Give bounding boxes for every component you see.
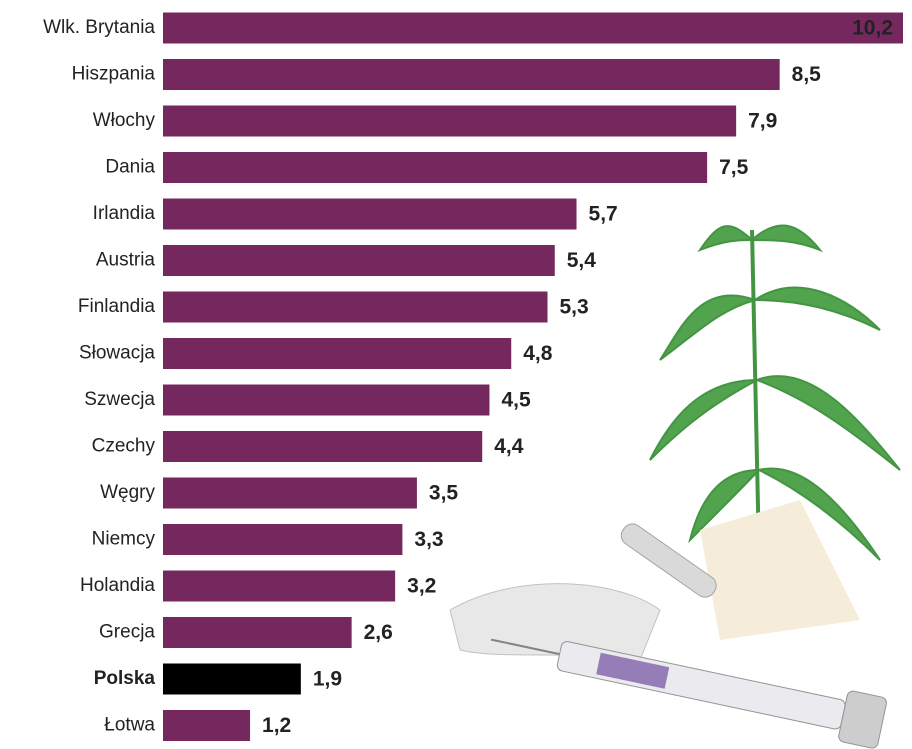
value-label: 4,8 [523, 342, 553, 365]
category-label: Węgry [100, 482, 155, 503]
value-label: 2,6 [364, 621, 393, 644]
value-label: 1,9 [313, 668, 342, 691]
illustration [449, 224, 901, 749]
value-label: 5,4 [567, 249, 597, 272]
category-label: Grecja [99, 622, 155, 643]
category-label: Polska [94, 668, 156, 689]
bar [163, 524, 403, 555]
value-label: 3,3 [414, 528, 443, 551]
category-label: Irlandia [93, 203, 156, 224]
bar [163, 291, 548, 323]
bar [163, 59, 780, 90]
value-label: 5,3 [560, 296, 589, 319]
category-label: Łotwa [104, 715, 155, 736]
bar [163, 198, 577, 230]
bar [163, 710, 251, 741]
bar [163, 105, 737, 137]
bar [163, 570, 396, 602]
category-label: Słowacja [79, 343, 155, 364]
bar [163, 663, 301, 695]
value-label: 7,5 [719, 156, 749, 179]
bar [163, 477, 417, 509]
value-label: 10,2 [852, 17, 893, 40]
category-label: Czechy [92, 436, 156, 457]
bar [163, 245, 555, 276]
category-label: Niemcy [92, 529, 156, 550]
category-label: Wlk. Brytania [43, 17, 155, 38]
bar [163, 152, 708, 183]
bar [163, 384, 490, 416]
value-label: 3,2 [407, 575, 436, 598]
value-label: 3,5 [429, 482, 459, 505]
value-label: 4,5 [501, 389, 531, 412]
bar [163, 12, 903, 44]
value-label: 8,5 [792, 63, 822, 86]
value-label: 4,4 [494, 435, 524, 458]
bar [163, 431, 483, 462]
value-label: 5,7 [589, 203, 618, 226]
category-label: Szwecja [84, 389, 155, 410]
category-label: Finlandia [78, 296, 156, 317]
category-label: Włochy [93, 110, 156, 131]
category-label: Hiszpania [72, 64, 156, 85]
category-label: Dania [105, 157, 155, 178]
value-label: 7,9 [748, 110, 777, 133]
category-label: Holandia [80, 575, 155, 596]
value-label: 1,2 [262, 714, 291, 737]
category-label: Austria [96, 250, 156, 271]
bar [163, 617, 352, 648]
bar [163, 338, 512, 369]
